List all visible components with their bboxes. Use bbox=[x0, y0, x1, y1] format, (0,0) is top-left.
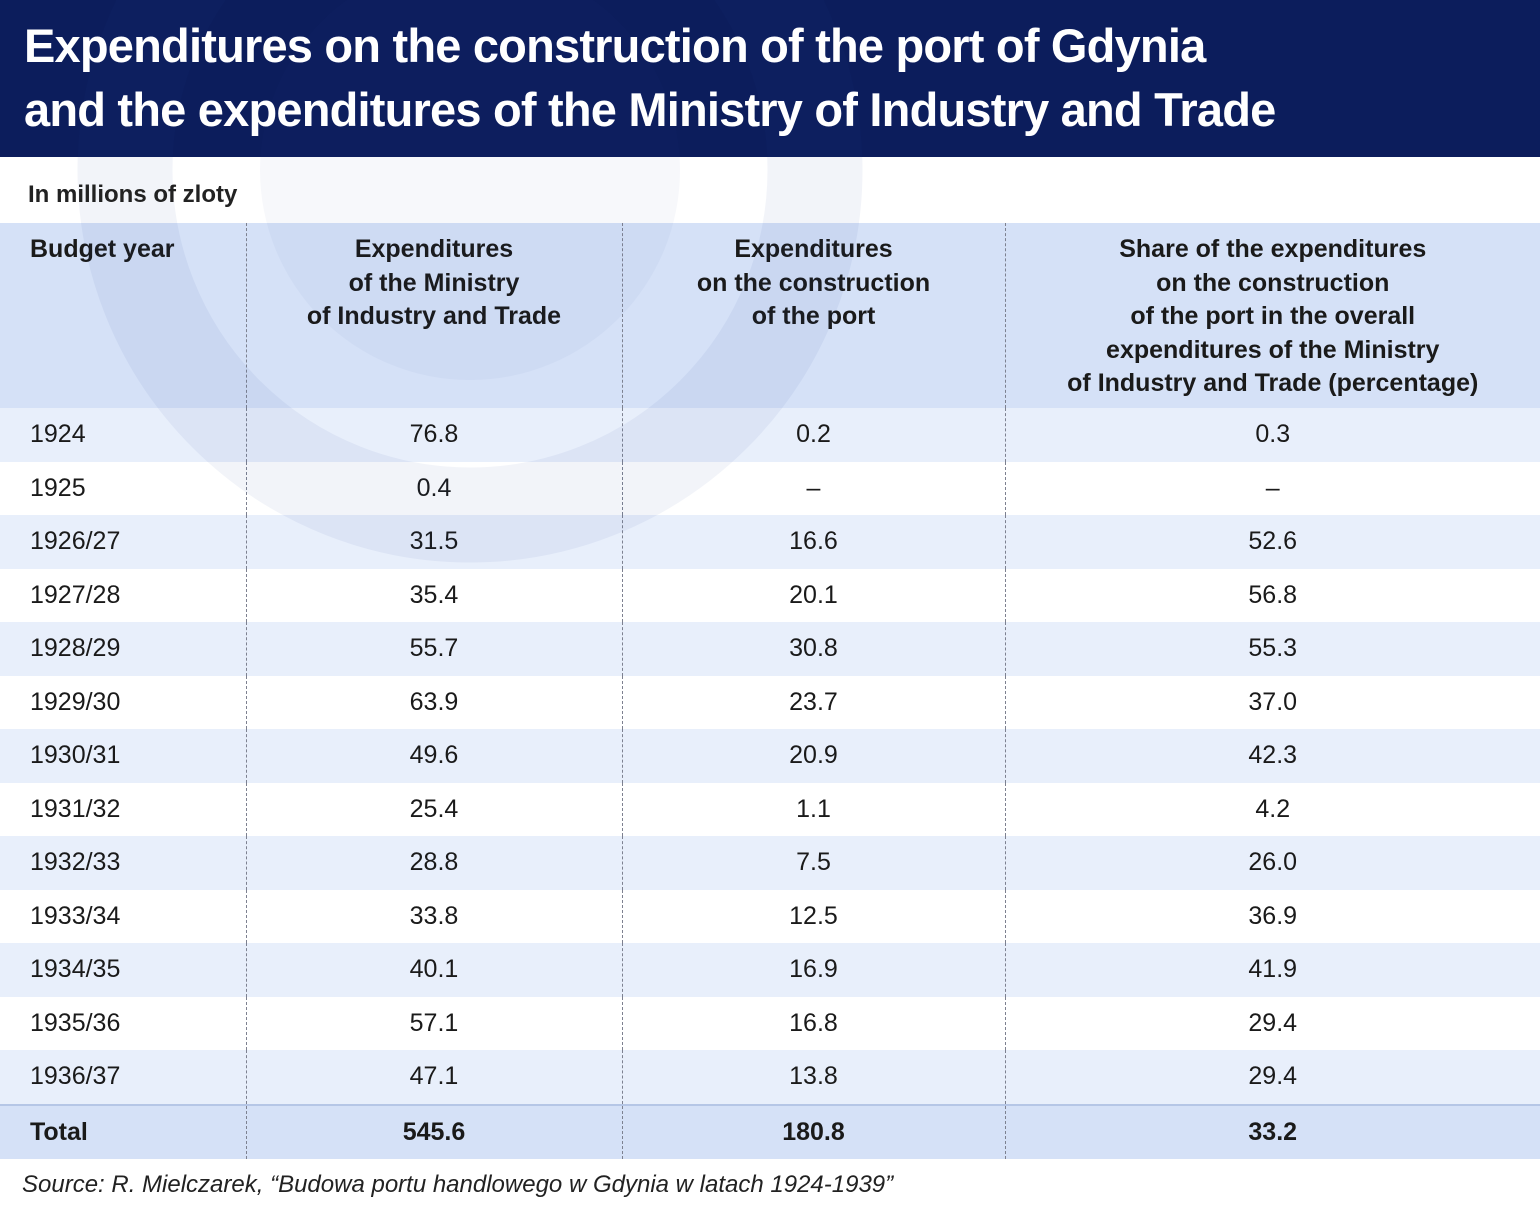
value-cell: 57.1 bbox=[245, 996, 622, 1050]
data-table: Budget year Expenditures of the Ministry o… bbox=[0, 223, 1540, 1159]
value-cell: 35.4 bbox=[245, 568, 622, 622]
value-cell: 31.5 bbox=[245, 515, 622, 569]
unit-note: In millions of zloty bbox=[28, 181, 238, 208]
value-cell: 55.3 bbox=[1004, 622, 1540, 676]
table-row: 1927/28 35.4 20.1 56.8 bbox=[0, 568, 1540, 622]
column-header: Expenditures of the Ministry of Industry a… bbox=[245, 223, 622, 408]
budget-year-cell: 1927/28 bbox=[0, 568, 246, 622]
value-cell: 0.2 bbox=[621, 408, 1005, 462]
title-line-1: Expenditures on the construction of the … bbox=[24, 19, 1206, 72]
chart-title: Expenditures on the construction of the … bbox=[24, 14, 1524, 142]
budget-year-cell: 1928/29 bbox=[0, 622, 246, 676]
value-cell: 63.9 bbox=[245, 675, 622, 729]
budget-year-cell: 1934/35 bbox=[0, 943, 246, 997]
value-cell: 33.8 bbox=[245, 889, 622, 943]
table-row: 1924 76.8 0.2 0.3 bbox=[0, 408, 1540, 462]
value-cell: 52.6 bbox=[1004, 515, 1540, 569]
value-cell: 29.4 bbox=[1004, 1050, 1540, 1105]
value-cell: 7.5 bbox=[621, 836, 1005, 890]
value-cell: 42.3 bbox=[1004, 729, 1540, 783]
value-cell: 16.6 bbox=[621, 515, 1005, 569]
value-cell: 56.8 bbox=[1004, 568, 1540, 622]
value-cell: 40.1 bbox=[245, 943, 622, 997]
budget-year-cell: 1924 bbox=[0, 408, 246, 462]
value-cell: 13.8 bbox=[621, 1050, 1005, 1105]
table-row: 1932/33 28.8 7.5 26.0 bbox=[0, 836, 1540, 890]
table-row: 1926/27 31.5 16.6 52.6 bbox=[0, 515, 1540, 569]
value-cell: 1.1 bbox=[621, 782, 1005, 836]
table-row: 1931/32 25.4 1.1 4.2 bbox=[0, 782, 1540, 836]
budget-year-cell: 1935/36 bbox=[0, 996, 246, 1050]
total-label: Total bbox=[0, 1103, 246, 1159]
title-banner bbox=[0, 0, 1540, 157]
total-value: 180.8 bbox=[621, 1103, 1005, 1159]
total-value: 545.6 bbox=[245, 1103, 622, 1159]
value-cell: 12.5 bbox=[621, 889, 1005, 943]
value-cell: 29.4 bbox=[1004, 996, 1540, 1050]
value-cell: 20.1 bbox=[621, 568, 1005, 622]
column-header: Budget year bbox=[0, 223, 246, 408]
value-cell: 55.7 bbox=[245, 622, 622, 676]
table-header-row: Budget year Expenditures of the Ministry o… bbox=[0, 223, 1540, 408]
budget-year-cell: 1936/37 bbox=[0, 1050, 246, 1105]
value-cell: 23.7 bbox=[621, 675, 1005, 729]
budget-year-cell: 1930/31 bbox=[0, 729, 246, 783]
value-cell: – bbox=[1004, 461, 1540, 515]
value-cell: 47.1 bbox=[245, 1050, 622, 1105]
value-cell: 30.8 bbox=[621, 622, 1005, 676]
total-value: 33.2 bbox=[1004, 1103, 1540, 1159]
value-cell: 49.6 bbox=[245, 729, 622, 783]
budget-year-cell: 1929/30 bbox=[0, 675, 246, 729]
budget-year-cell: 1932/33 bbox=[0, 836, 246, 890]
value-cell: – bbox=[621, 461, 1005, 515]
value-cell: 26.0 bbox=[1004, 836, 1540, 890]
table-row: 1936/37 47.1 13.8 29.4 bbox=[0, 1050, 1540, 1105]
value-cell: 41.9 bbox=[1004, 943, 1540, 997]
table-row: 1929/30 63.9 23.7 37.0 bbox=[0, 675, 1540, 729]
value-cell: 28.8 bbox=[245, 836, 622, 890]
value-cell: 25.4 bbox=[245, 782, 622, 836]
total-row: Total 545.6 180.8 33.2 bbox=[0, 1103, 1540, 1159]
budget-year-cell: 1925 bbox=[0, 461, 246, 515]
table-row: 1925 0.4– – bbox=[0, 461, 1540, 515]
column-header: Share of the expenditures on the construc… bbox=[1004, 223, 1540, 408]
value-cell: 16.9 bbox=[621, 943, 1005, 997]
column-header: Expenditures on the construction of the po… bbox=[621, 223, 1005, 408]
value-cell: 37.0 bbox=[1004, 675, 1540, 729]
value-cell: 0.3 bbox=[1004, 408, 1540, 462]
table-row: 1928/29 55.7 30.8 55.3 bbox=[0, 622, 1540, 676]
table-row: 1935/36 57.1 16.8 29.4 bbox=[0, 996, 1540, 1050]
value-cell: 0.4 bbox=[245, 461, 622, 515]
budget-year-cell: 1931/32 bbox=[0, 782, 246, 836]
table-row: 1930/31 49.6 20.9 42.3 bbox=[0, 729, 1540, 783]
value-cell: 4.2 bbox=[1004, 782, 1540, 836]
value-cell: 76.8 bbox=[245, 408, 622, 462]
budget-year-cell: 1933/34 bbox=[0, 889, 246, 943]
value-cell: 36.9 bbox=[1004, 889, 1540, 943]
budget-year-cell: 1926/27 bbox=[0, 515, 246, 569]
table-row: 1934/35 40.1 16.9 41.9 bbox=[0, 943, 1540, 997]
table-row: 1933/34 33.8 12.5 36.9 bbox=[0, 889, 1540, 943]
value-cell: 16.8 bbox=[621, 996, 1005, 1050]
value-cell: 20.9 bbox=[621, 729, 1005, 783]
data-table-container: Budget year Expenditures of the Ministry o… bbox=[0, 223, 1540, 1159]
title-line-2: and the expenditures of the Ministry of … bbox=[24, 83, 1276, 136]
source-note: Source: R. Mielczarek, “Budowa portu han… bbox=[22, 1171, 894, 1198]
